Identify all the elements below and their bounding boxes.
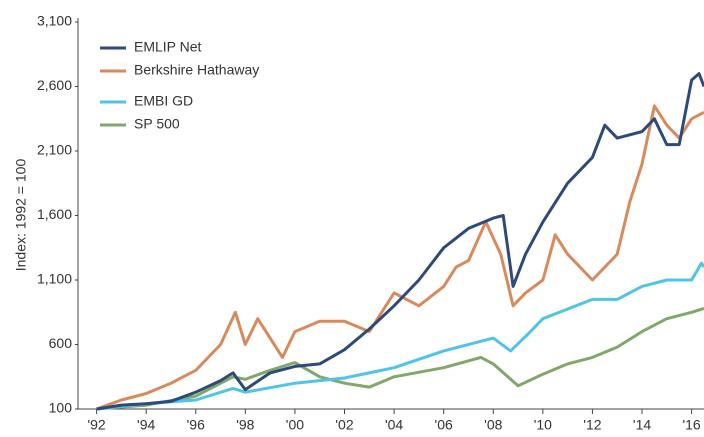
y-tick-label: 2,600 — [37, 77, 72, 93]
series-line — [96, 104, 704, 411]
x-tick-label: '04 — [385, 417, 403, 433]
x-tick-label: '16 — [682, 417, 700, 433]
y-axis-label: Index: 1992 = 100 — [13, 159, 29, 272]
y-tick-label: 1,100 — [37, 271, 72, 287]
x-tick-label: '94 — [137, 417, 155, 433]
x-tick-label: '14 — [633, 417, 651, 433]
x-tick-label: '12 — [583, 417, 601, 433]
y-tick-label: 1,600 — [37, 206, 72, 222]
legend-label: EMLIP Net — [134, 39, 202, 55]
legend-label: EMBI GD — [134, 93, 193, 109]
legend-label: Berkshire Hathaway — [134, 62, 259, 78]
series-line — [96, 306, 704, 411]
x-tick-label: '96 — [187, 417, 205, 433]
y-tick-label: 2,100 — [37, 142, 72, 158]
y-tick-label: 600 — [49, 335, 73, 351]
series-line — [96, 261, 704, 411]
x-tick-label: '10 — [534, 417, 552, 433]
x-tick-label: '06 — [435, 417, 453, 433]
legend-label: SP 500 — [134, 116, 180, 132]
x-tick-label: '08 — [484, 417, 502, 433]
x-tick-label: '92 — [87, 417, 105, 433]
x-tick-label: '00 — [286, 417, 304, 433]
series-line — [96, 72, 704, 411]
y-tick-label: 100 — [49, 400, 73, 416]
x-tick-label: '98 — [236, 417, 254, 433]
x-tick-label: '02 — [335, 417, 353, 433]
y-tick-label: 3,100 — [37, 13, 72, 29]
